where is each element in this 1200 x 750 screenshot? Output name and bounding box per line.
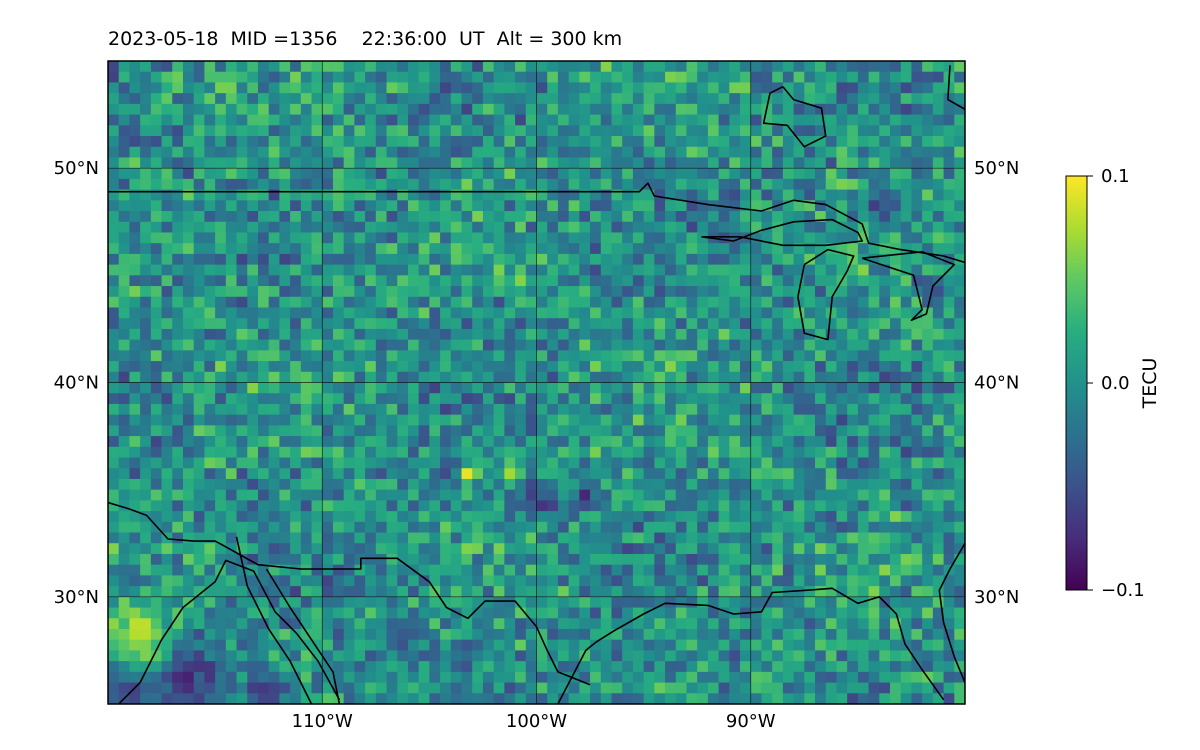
coastline bbox=[108, 501, 591, 686]
lat-tick-label-right: 50°N bbox=[974, 158, 1019, 179]
map-frame bbox=[107, 60, 966, 705]
lon-tick-label: 100°W bbox=[506, 711, 567, 732]
coastline bbox=[557, 587, 945, 704]
map-gridlines bbox=[108, 61, 965, 704]
colorbar-label: TECU bbox=[1139, 357, 1161, 409]
lon-tick-label: 90°W bbox=[726, 711, 776, 732]
colorbar bbox=[1065, 175, 1088, 591]
plot-title: 2023-05-18 MID =1356 22:36:00 UT Alt = 3… bbox=[108, 28, 623, 50]
colorbar-ticks: 0.1 0.0 −0.1 bbox=[1087, 166, 1145, 601]
coastline bbox=[117, 559, 341, 704]
tec-heatmap bbox=[108, 61, 965, 704]
coastline bbox=[797, 248, 855, 341]
coastline bbox=[108, 182, 965, 264]
lat-tick-label-right: 30°N bbox=[974, 587, 1019, 608]
coastline bbox=[861, 251, 956, 322]
coastline bbox=[235, 536, 313, 704]
colorbar-tick-label: 0.1 bbox=[1101, 166, 1130, 187]
lat-tick-label-right: 40°N bbox=[974, 373, 1019, 394]
coastlines bbox=[108, 65, 965, 704]
coastline bbox=[947, 65, 965, 136]
coastline bbox=[701, 218, 863, 247]
colorbar-tick-label: 0.0 bbox=[1101, 373, 1130, 394]
lat-tick-label-left: 50°N bbox=[54, 158, 99, 179]
lat-tick-label-left: 30°N bbox=[54, 587, 99, 608]
coastline bbox=[265, 568, 341, 704]
colorbar-tick-label: −0.1 bbox=[1101, 580, 1145, 601]
axis-ticks: 110°W 100°W 90°W 30°N 30°N 40°N 40°N 50°N 50°N bbox=[54, 158, 1020, 732]
coastline bbox=[762, 85, 827, 148]
lat-tick-label-left: 40°N bbox=[54, 373, 99, 394]
lon-tick-label: 110°W bbox=[292, 711, 353, 732]
coastline bbox=[938, 542, 965, 683]
